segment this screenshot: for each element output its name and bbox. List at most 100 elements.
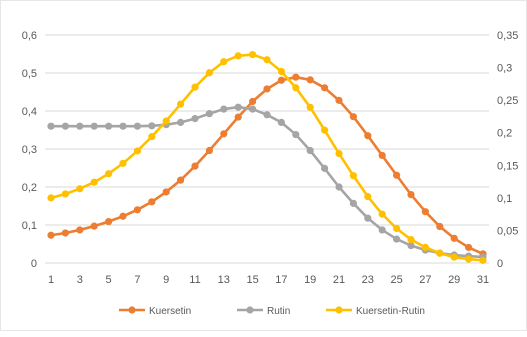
right-tick-label: 0,15	[497, 160, 518, 172]
data-point	[393, 224, 401, 233]
data-point	[177, 100, 185, 108]
data-point	[450, 234, 458, 242]
data-point	[162, 117, 170, 125]
data-point	[220, 105, 228, 113]
data-point	[234, 103, 242, 111]
data-point	[306, 76, 314, 84]
data-point	[450, 253, 458, 261]
data-point	[148, 122, 156, 130]
right-tick-label: 0	[497, 258, 503, 270]
x-tick-label: 1	[48, 274, 54, 286]
x-tick-label: 23	[362, 274, 374, 286]
data-point	[148, 133, 156, 141]
x-tick-label: 9	[163, 274, 169, 286]
data-point	[76, 185, 84, 193]
data-point	[306, 103, 314, 111]
data-point	[321, 84, 329, 92]
left-tick-label: 0,1	[22, 220, 37, 232]
right-tick-label: 0,25	[497, 95, 518, 107]
data-point	[407, 191, 415, 199]
data-point	[220, 58, 228, 66]
data-point	[105, 170, 113, 178]
right-axis-tick-labels: 0 0,05 0,1 0,15 0,2 0,25 0,3 0,35	[497, 30, 518, 270]
data-point	[177, 176, 185, 184]
data-point	[47, 122, 55, 130]
data-point	[234, 113, 242, 121]
data-point	[277, 76, 285, 84]
data-point	[105, 122, 113, 130]
x-axis-tick-labels: 1 3 5 7 9 11 13 15 17 19 21 23 25 27 29 31	[48, 274, 489, 286]
left-tick-label: 0,4	[22, 106, 37, 118]
data-point	[133, 147, 141, 155]
data-point	[234, 52, 242, 60]
right-tick-label: 0,05	[497, 225, 518, 237]
data-point	[335, 96, 343, 104]
data-point	[465, 255, 473, 263]
data-point	[306, 146, 314, 155]
x-tick-label: 7	[134, 274, 140, 286]
x-tick-label: 19	[304, 274, 316, 286]
data-point	[133, 122, 141, 130]
data-point	[393, 235, 401, 243]
data-point	[349, 199, 357, 207]
series-kuersetin	[47, 73, 487, 258]
data-point	[119, 212, 127, 220]
x-tick-label: 15	[246, 274, 258, 286]
legend-label: Kuersetin	[149, 306, 191, 317]
data-point	[191, 83, 199, 91]
left-axis-tick-labels: 0 0,1 0,2 0,3 0,4 0,5 0,6	[22, 30, 37, 270]
legend-marker	[128, 306, 136, 314]
data-point	[249, 97, 257, 106]
data-point	[205, 69, 213, 77]
data-point	[378, 210, 386, 218]
data-point	[378, 151, 386, 160]
data-point	[263, 85, 271, 93]
x-tick-label: 27	[419, 274, 431, 286]
x-tick-label: 29	[448, 274, 460, 286]
data-point	[205, 146, 213, 155]
right-tick-label: 0,1	[497, 193, 512, 205]
data-point	[177, 118, 185, 126]
data-point	[90, 222, 98, 230]
legend-marker	[335, 306, 343, 314]
data-point	[277, 67, 285, 76]
data-point	[76, 122, 84, 130]
data-point	[421, 243, 429, 251]
left-tick-label: 0,3	[22, 144, 37, 156]
series-kuersetin-rutin	[47, 50, 487, 264]
legend-item: Kuersetin	[119, 306, 191, 317]
x-tick-label: 17	[275, 274, 287, 286]
data-point	[249, 105, 257, 113]
data-point	[393, 171, 401, 179]
data-point	[335, 149, 343, 158]
data-point	[191, 162, 199, 170]
data-point	[407, 241, 415, 250]
x-tick-label: 5	[106, 274, 112, 286]
data-point	[47, 231, 55, 239]
data-point	[378, 226, 386, 234]
data-point	[61, 229, 69, 237]
data-point	[76, 226, 84, 234]
data-point	[292, 130, 300, 139]
legend-item: Kuersetin-Rutin	[326, 306, 425, 317]
data-point	[47, 194, 55, 202]
data-point	[321, 126, 329, 134]
data-point	[349, 113, 357, 121]
data-point	[61, 190, 69, 198]
x-tick-label: 31	[477, 274, 489, 286]
data-point	[263, 56, 271, 64]
x-tick-label: 3	[77, 274, 83, 286]
legend: Kuersetin Rutin Kuersetin-Rutin	[119, 306, 425, 317]
left-tick-label: 0	[31, 258, 37, 270]
series-layer	[47, 50, 487, 264]
data-point	[421, 208, 429, 216]
right-tick-label: 0,2	[497, 128, 512, 140]
data-point	[119, 122, 127, 130]
data-point	[479, 256, 487, 264]
data-point	[292, 84, 300, 92]
x-tick-label: 21	[333, 274, 345, 286]
data-point	[90, 178, 98, 186]
data-point	[364, 192, 372, 201]
